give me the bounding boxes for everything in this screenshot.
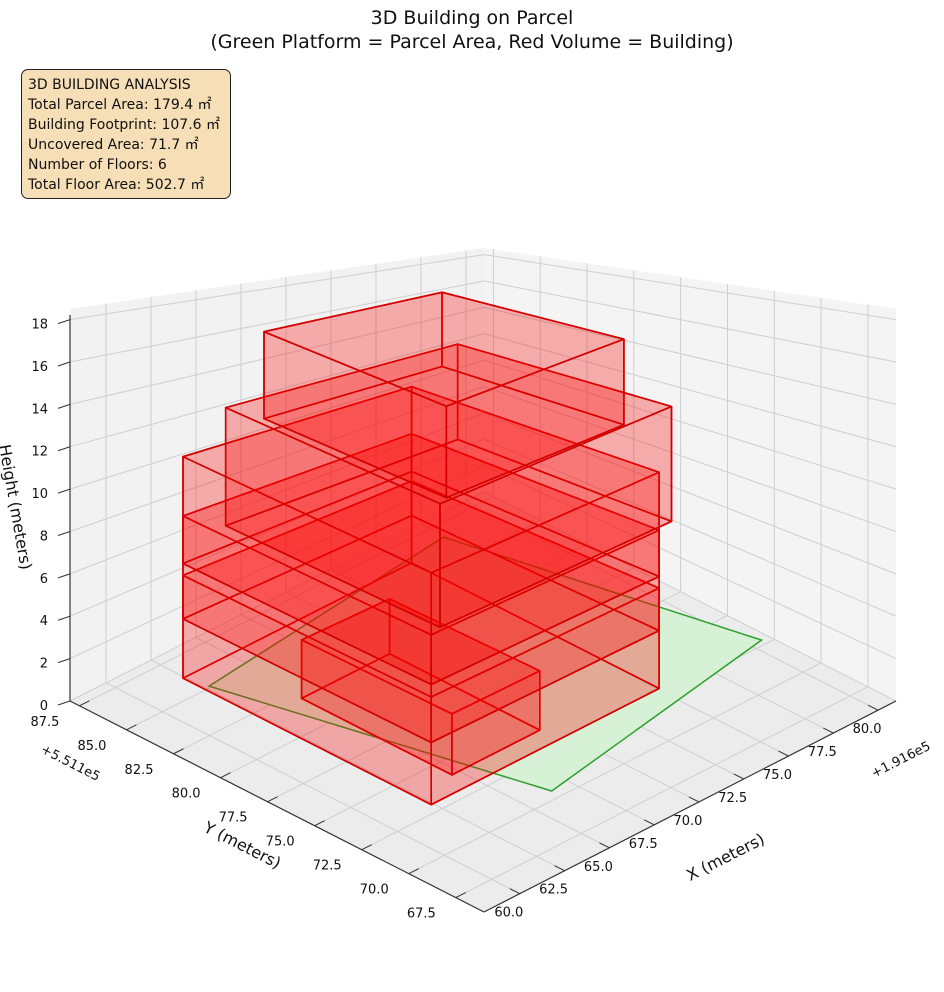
x-axis-line [483, 700, 897, 913]
y-tick-mark [408, 868, 419, 875]
y-tick-mark [220, 772, 231, 779]
y-axis-line [69, 700, 485, 913]
z-tick-label: 16 [31, 360, 48, 375]
y-tick-label: 87.5 [30, 715, 59, 730]
z-grid-line [69, 438, 897, 617]
y-tick-mark [314, 820, 325, 827]
x-tick-mark [733, 773, 744, 780]
z-tick-label: 18 [31, 318, 48, 333]
z-grid-line [69, 385, 897, 532]
y-tick-label: 85.0 [78, 739, 107, 754]
y-tick-label: 82.5 [125, 763, 154, 778]
x-tick-label: 77.5 [808, 745, 837, 760]
x-tick-label: 60.0 [494, 906, 523, 921]
building-face [182, 385, 660, 574]
z-tick-label: 6 [40, 572, 48, 587]
y-tick-mark [361, 844, 372, 851]
z-grid-line [69, 412, 897, 575]
building-layer [182, 291, 673, 806]
y-tick-mark [455, 892, 466, 899]
x-tick-label: 70.0 [673, 814, 702, 829]
z-grid-line [69, 280, 897, 363]
analysis-info-box: 3D BUILDING ANALYSIS Total Parcel Area: … [21, 69, 231, 199]
z-tick-mark [57, 361, 71, 367]
x-offset-label: +1.916e5 [869, 739, 933, 782]
building-face [300, 598, 541, 715]
chart-title-line: 3D Building on Parcel [370, 7, 574, 29]
x-tick-label: 65.0 [584, 860, 613, 875]
z-axis-label: Height (meters) [0, 443, 36, 571]
y-tick-label: 80.0 [172, 787, 201, 802]
x-axis-label: X (meters) [683, 829, 767, 885]
z-tick-mark [57, 615, 71, 621]
x-tick-label: 67.5 [629, 837, 658, 852]
y-tick-label: 75.0 [266, 835, 295, 850]
z-tick-mark [57, 700, 71, 706]
info-line-uncovered: Uncovered Area: 71.7 ㎡ [28, 137, 199, 153]
info-line-footprint: Building Footprint: 107.6 ㎡ [28, 117, 221, 133]
x-tick-label: 72.5 [718, 791, 747, 806]
z-tick-mark [57, 403, 71, 409]
y-tick-mark [267, 796, 278, 803]
z-tick-mark [57, 488, 71, 494]
z-tick-label: 14 [31, 402, 48, 417]
chart-subtitle-line: (Green Platform = Parcel Area, Red Volum… [210, 31, 734, 53]
z-grid-line [69, 359, 897, 490]
x-tick-mark [509, 888, 521, 895]
z-tick-mark [57, 319, 71, 325]
z-tick-mark [57, 658, 71, 664]
parcel-platform [207, 536, 764, 792]
axis-lines [57, 315, 897, 913]
building-face [224, 343, 673, 505]
building-face [263, 291, 625, 408]
x-tick-mark [599, 842, 610, 849]
z-tick-label: 2 [40, 657, 48, 672]
z-tick-mark [57, 573, 71, 579]
x-tick-mark [688, 796, 700, 803]
back-left-pane [70, 248, 484, 701]
y-tick-label: 72.5 [313, 859, 342, 874]
x-tick-mark [554, 865, 565, 872]
parcel-layer [207, 536, 764, 792]
z-tick-label: 0 [40, 699, 48, 714]
y-tick-mark [126, 724, 137, 731]
x-tick-label: 80.0 [853, 722, 882, 737]
building-floor-block [224, 343, 673, 629]
info-header: 3D BUILDING ANALYSIS [28, 77, 191, 93]
building-floor-block [182, 480, 660, 806]
y-tick-label: 70.0 [360, 883, 389, 898]
info-line-floors: Number of Floors: 6 [28, 157, 167, 173]
z-grid-line [69, 465, 897, 660]
building-floor-block [300, 598, 541, 776]
y-tick-label: 77.5 [219, 811, 248, 826]
z-grid-line [69, 306, 897, 405]
building-floor-block [182, 432, 660, 744]
x-tick-mark [867, 704, 879, 711]
z-tick-label: 8 [40, 529, 48, 544]
y-tick-label: 67.5 [407, 907, 436, 922]
x-tick-mark [778, 750, 789, 757]
info-line-floor-area: Total Floor Area: 502.7 ㎡ [28, 177, 205, 193]
y-tick-mark [173, 748, 184, 755]
y-tick-mark [79, 700, 90, 707]
x-tick-mark [643, 819, 655, 826]
z-tick-mark [57, 446, 71, 452]
z-tick-label: 10 [31, 487, 48, 502]
z-grid-line [69, 333, 897, 448]
z-grid-line [69, 254, 897, 321]
x-tick-label: 62.5 [539, 883, 568, 898]
x-tick-mark [823, 727, 834, 734]
z-tick-mark [57, 531, 71, 536]
z-tick-label: 12 [31, 445, 48, 460]
building-floor-block [263, 291, 625, 499]
chart-title: 3D Building on Parcel (Green Platform = … [0, 6, 944, 54]
info-line-parcel-area: Total Parcel Area: 179.4 ㎡ [28, 97, 212, 113]
x-tick-label: 75.0 [763, 768, 792, 783]
z-tick-label: 4 [40, 614, 48, 629]
